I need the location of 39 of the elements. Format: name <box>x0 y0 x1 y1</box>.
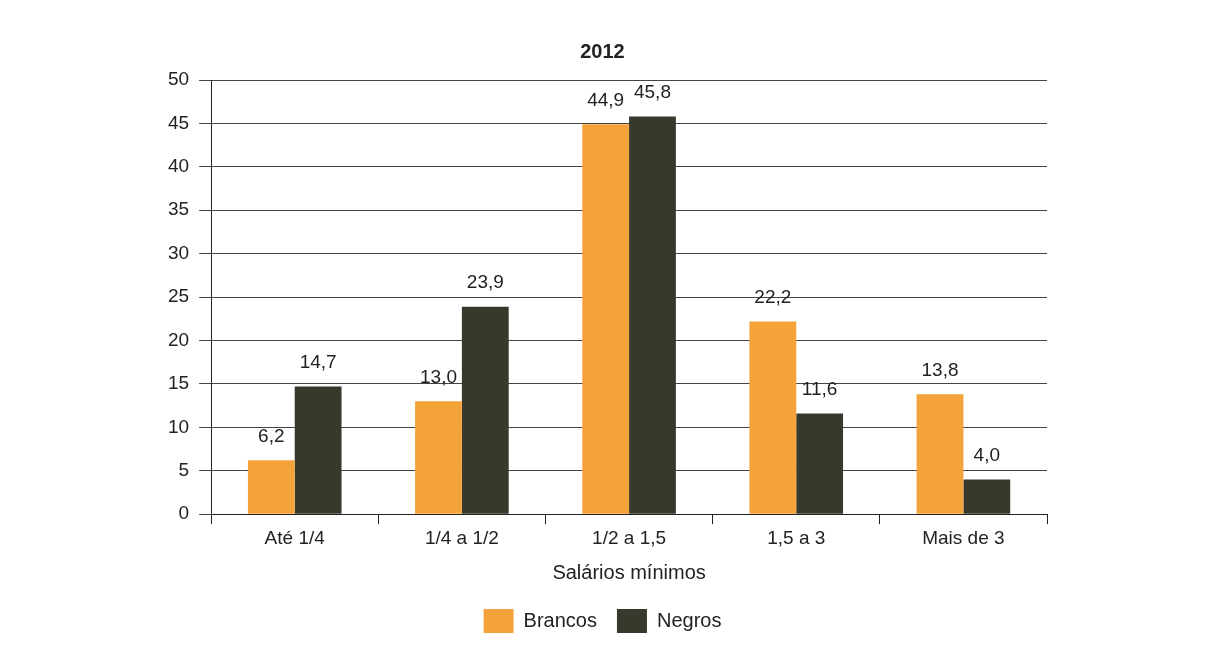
data-label: 13,0 <box>420 366 457 388</box>
y-tick-label: 35 <box>167 198 190 220</box>
data-label: 23,9 <box>466 271 504 293</box>
bar <box>461 306 509 514</box>
data-label: 45,8 <box>633 81 671 103</box>
legend-label: Negros <box>656 608 722 631</box>
bar <box>749 321 797 514</box>
bar <box>916 394 964 514</box>
bar <box>582 124 630 514</box>
legend-label: Brancos <box>523 608 597 631</box>
y-tick-label: 30 <box>167 241 190 263</box>
bar <box>796 413 844 514</box>
y-tick-label: 0 <box>178 502 190 524</box>
y-tick-label: 15 <box>167 372 190 394</box>
y-tick-label: 20 <box>167 328 190 350</box>
bar <box>247 460 295 514</box>
chart-title: 2012 <box>580 39 625 62</box>
y-tick-label: 5 <box>178 459 190 481</box>
x-tick-label: Mais de 3 <box>922 526 1005 548</box>
x-tick-label: Até 1/4 <box>264 526 326 548</box>
x-tick-label: 1/2 a 1,5 <box>592 526 667 548</box>
data-label: 6,2 <box>258 425 285 447</box>
data-label: 4,0 <box>973 444 1001 466</box>
bar <box>963 479 1011 514</box>
y-tick-label: 50 <box>167 68 190 90</box>
bar <box>294 386 342 514</box>
data-label: 11,6 <box>801 378 838 400</box>
bar <box>415 401 462 514</box>
x-tick-label: 1/4 a 1/2 <box>424 526 499 548</box>
data-label: 44,9 <box>587 89 625 111</box>
y-tick-label: 45 <box>167 111 190 133</box>
bar <box>629 116 676 514</box>
data-label: 14,7 <box>299 351 337 373</box>
y-tick-label: 25 <box>167 285 190 307</box>
y-tick-label: 40 <box>167 155 190 177</box>
x-axis-title: Salários mínimos <box>552 560 706 583</box>
y-tick-label: 10 <box>167 415 190 437</box>
x-tick-label: 1,5 a 3 <box>767 526 826 548</box>
data-label: 13,8 <box>921 359 959 381</box>
